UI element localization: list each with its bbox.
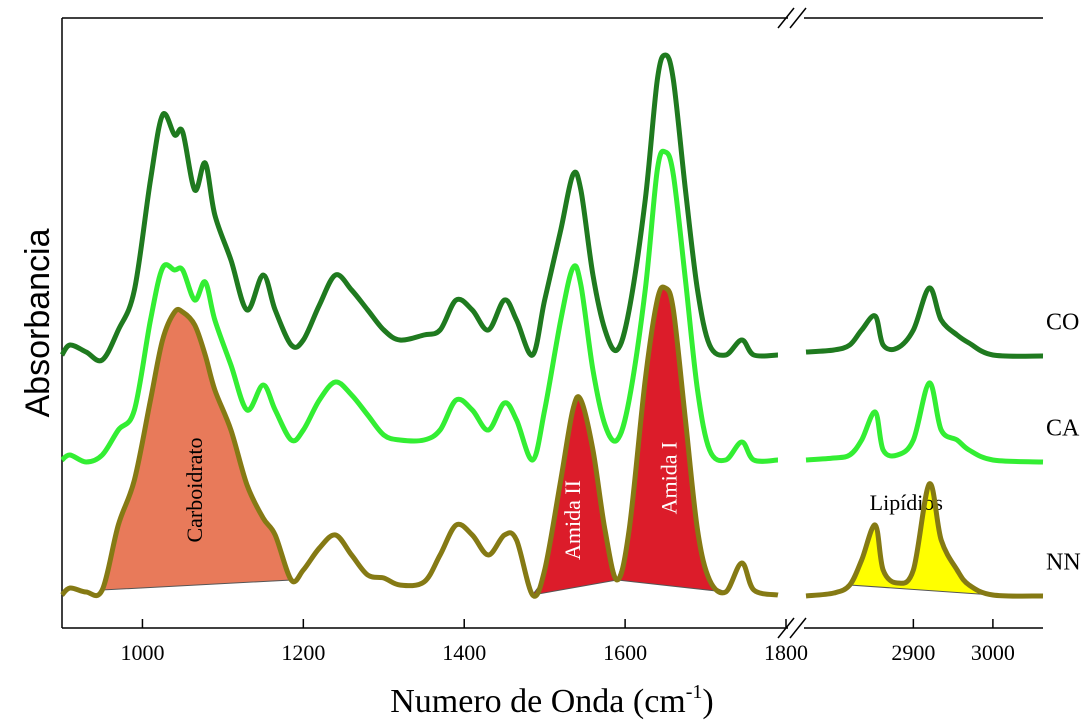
x-tick-label: 1000 xyxy=(120,640,164,665)
band-label: Amida II xyxy=(560,480,585,560)
series-line xyxy=(60,284,1044,599)
series-label: NN xyxy=(1046,550,1081,576)
x-tick-label: 1400 xyxy=(442,640,486,665)
x-tick-label: 1600 xyxy=(603,640,647,665)
x-tick-label: 2900 xyxy=(891,640,935,665)
band-label: Lipídios xyxy=(870,490,943,515)
x-axis-label: Numero de Onda (cm-1) xyxy=(390,681,714,720)
band-label: Amida I xyxy=(656,442,681,515)
x-axis-label-text: Numero de Onda (cm xyxy=(390,683,686,720)
x-axis-label-sup: -1 xyxy=(686,681,703,703)
band-area xyxy=(616,286,728,593)
series-line xyxy=(60,148,1044,465)
band-label: Carboidrato xyxy=(182,437,207,542)
series-label: CA xyxy=(1046,416,1080,442)
x-tick-label: 3000 xyxy=(971,640,1015,665)
series-line xyxy=(59,52,1044,364)
x-tick-label: 1800 xyxy=(764,640,808,665)
series-label: CO xyxy=(1046,310,1079,336)
y-axis-label: Absorbancia xyxy=(19,228,57,417)
x-axis-label-tail: ) xyxy=(702,683,713,720)
frame xyxy=(61,7,1043,639)
x-tick-label: 1200 xyxy=(281,640,325,665)
